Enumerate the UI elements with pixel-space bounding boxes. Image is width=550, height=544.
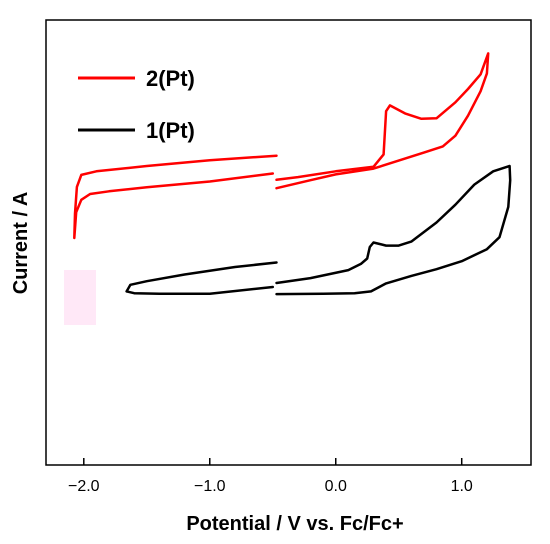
legend-label-2pt: 2(Pt) <box>146 66 195 91</box>
series-group <box>73 52 512 296</box>
x-axis-label: Potential / V vs. Fc/Fc+ <box>186 513 403 535</box>
x-tick-label: 1.0 <box>451 478 473 495</box>
x-axis-ticks: −2.0 −1.0 0.0 1.0 <box>68 458 473 495</box>
legend-label-1pt: 1(Pt) <box>146 118 195 143</box>
plot-frame <box>45 19 532 466</box>
y-axis-label: Current / A <box>10 192 32 295</box>
x-tick-label: −1.0 <box>194 478 226 495</box>
series-line-1pt <box>275 164 512 296</box>
series-line-1pt <box>125 261 278 295</box>
x-tick-label: −2.0 <box>68 478 100 495</box>
legend: 2(Pt) 1(Pt) <box>78 66 195 143</box>
series-line-2pt <box>73 154 278 240</box>
highlight-marker <box>64 270 96 325</box>
series-line-2pt <box>275 52 490 190</box>
x-tick-label: 0.0 <box>325 478 347 495</box>
